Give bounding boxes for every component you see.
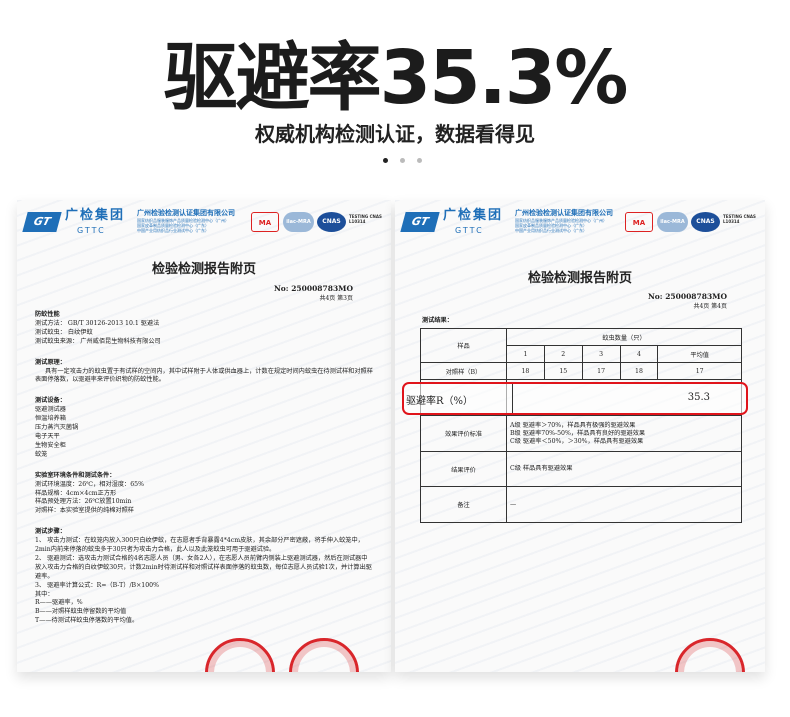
report-section: 测试步骤： 1、 攻击力测试：在蚊笼内放入300只白纹伊蚊，在志愿者手背暴露4*4…	[35, 528, 373, 626]
col-header: 4	[619, 345, 659, 363]
report-title: 检验检测报告附页	[527, 271, 632, 286]
section-heading: 防蚊性能	[35, 311, 60, 318]
section-line: 3、 驱避率计算公式：R=（B-T）/B×100%	[35, 581, 159, 589]
row-label: 效果评价标准	[420, 415, 507, 452]
row-label: 结果评价	[420, 451, 507, 487]
section-heading: 测试设备：	[35, 397, 66, 405]
section-heading: 测试原理：	[35, 358, 66, 366]
cma-mark: MA	[625, 212, 653, 232]
carousel-dot[interactable]	[417, 158, 422, 163]
cell: 18	[506, 362, 545, 380]
carousel-dot[interactable]	[400, 158, 405, 163]
brand-en: GTTC	[77, 226, 106, 235]
ilac-mra-mark: ilac-MRA	[283, 212, 314, 232]
report-section: 防蚊性能 测试方法： GB/T 30126-2013 10.1 驱避法 测试蚊虫： …	[35, 311, 373, 347]
report-title: 检验检测报告附页	[151, 262, 256, 277]
carousel-dot[interactable]	[383, 158, 388, 163]
col-header: 1	[506, 345, 545, 363]
col-header: 平均值	[657, 345, 742, 363]
report-body: 防蚊性能 测试方法： GB/T 30126-2013 10.1 驱避法 测试蚊虫： …	[35, 311, 373, 638]
hero-title: 驱避率35.3%	[163, 35, 629, 121]
section-line: 1、 攻击力测试：在蚊笼内放入300只白纹伊蚊，在志愿者手背暴露4*4cm皮肤，…	[35, 537, 364, 554]
report-page-3: GT 广检集团 GTTC 广州检验检测认证集团有限公司 国家纺织品服装服饰产品质…	[17, 200, 391, 672]
section-line: 样品预处理方法：26℃放置10min	[35, 498, 132, 506]
section-line: 具有一定攻击力的蚊虫置于有试样的空间内，其中试样附于人体或供血器上，计数在规定时…	[35, 367, 373, 384]
cnas-mark: CNAS	[691, 212, 720, 232]
count-header: 蚊虫数量（只）	[506, 328, 742, 346]
row-label: 对照样（B）	[420, 362, 507, 380]
section-line: 测试蚊虫来源： 广州威佰昆生物科技有限公司	[35, 337, 161, 345]
official-stamp	[289, 638, 359, 672]
section-line: 压力蒸汽灭菌锅	[35, 424, 79, 432]
report-header: GT 广检集团 GTTC 广州检验检测认证集团有限公司 国家纺织品服装服饰产品质…	[22, 208, 383, 238]
cma-mark: MA	[251, 212, 279, 232]
criteria-row: 效果评价标准 A级 驱避率＞70%，样品具有极强的驱避效果 B级 驱避率70%-50…	[420, 415, 742, 452]
row-label: 备注	[420, 486, 507, 523]
cell: —	[506, 486, 742, 523]
section-line: 对照样：本实验室提供的纯棉对照样	[35, 507, 134, 515]
ilac-mra-mark: ilac-MRA	[657, 212, 688, 232]
section-line: 测试环境温度：26℃，相对湿度：65%	[35, 480, 144, 488]
gttc-logo: GT	[400, 212, 440, 232]
hero-subtitle: 权威机构检测认证，数据看得见	[255, 122, 535, 146]
results-table: 样品 蚊虫数量（只） 1 2 3 4 平均值 对照样（B） 18 15 17 18 17 效果评价标…	[420, 328, 742, 523]
cell: C级 样品具有驱避效果	[506, 451, 742, 487]
report-page-4: GT 广检集团 GTTC 广州检验检测认证集团有限公司 国家纺织品服装服饰产品质…	[395, 200, 765, 672]
rate-value: 35.3	[687, 392, 710, 403]
section-line: 生物安全柜	[35, 441, 66, 449]
remark-row: 备注 —	[420, 486, 742, 523]
official-stamp	[205, 638, 275, 672]
brand-name: 广检集团	[65, 208, 126, 223]
section-heading: 测试步骤：	[35, 528, 66, 536]
result-row: 结果评价 C级 样品具有驱避效果	[420, 451, 742, 487]
cnas-mark: CNAS	[317, 212, 346, 232]
cnas-number: TESTING CNAS L10314	[723, 214, 756, 224]
org-name: 广州检验检测认证集团有限公司 国家纺织品服装服饰产品质量检验检测中心（广州） 国家…	[515, 209, 613, 233]
section-line: B——对照样蚊虫停留数的平均值	[35, 608, 127, 616]
repellent-rate-highlight: 驱避率R（%） 35.3	[402, 382, 748, 415]
cell: 17	[657, 362, 742, 380]
col-header: 2	[543, 345, 583, 363]
section-line: 电子天平	[35, 432, 60, 440]
report-number: No: 250008783MO 共4页 第3页	[273, 284, 353, 302]
section-line: R——驱避率，%	[35, 599, 83, 607]
org-name: 广州检验检测认证集团有限公司 国家纺织品服装服饰产品质量检验检测中心（广州） 国家…	[137, 209, 235, 233]
section-line: 其中：	[35, 590, 54, 598]
report-section: 测试原理： 具有一定攻击力的蚊虫置于有试样的空间内，其中试样附于人体或供血器上，计…	[35, 359, 373, 386]
cell: 18	[619, 362, 659, 380]
section-line: 恒温培养箱	[35, 415, 66, 423]
cnas-number: TESTING CNAS L10314	[349, 214, 382, 224]
section-heading: 实验室环境条件和测试条件：	[35, 471, 116, 479]
report-section: 实验室环境条件和测试条件： 测试环境温度：26℃，相对湿度：65% 样品规格：4cm…	[35, 472, 373, 517]
cell: 15	[543, 362, 583, 380]
section-line: 测试方法： GB/T 30126-2013 10.1 驱避法	[35, 319, 160, 327]
control-row: 对照样（B） 18 15 17 18 17	[420, 362, 742, 380]
cell: 17	[581, 362, 621, 380]
rate-label: 驱避率R（%）	[406, 396, 474, 407]
report-section: 测试设备： 驱避测试器 恒温培养箱 压力蒸汽灭菌锅 电子天平 生物安全柜 蚊笼	[35, 397, 373, 459]
section-line: 样品规格：4cm×4cm正方形	[35, 489, 117, 497]
gttc-logo: GT	[22, 212, 62, 232]
cell: A级 驱避率＞70%，样品具有极强的驱避效果 B级 驱避率70%-50%，样品具有…	[506, 415, 742, 452]
brand-name: 广检集团	[443, 208, 504, 223]
brand-en: GTTC	[455, 226, 484, 235]
carousel-dots[interactable]	[383, 158, 422, 163]
results-heading: 测试结果：	[422, 317, 453, 324]
sample-header: 样品	[420, 328, 507, 363]
official-stamp	[675, 638, 745, 672]
col-header: 3	[581, 345, 621, 363]
section-line: 驱避测试器	[35, 406, 66, 414]
section-line: T——待测试样蚊虫停落数的平均值。	[35, 617, 139, 625]
report-header: GT 广检集团 GTTC 广州检验检测认证集团有限公司 国家纺织品服装服饰产品质…	[400, 208, 757, 238]
report-number: No: 250008783MO 共4页 第4页	[647, 292, 727, 310]
section-line: 测试蚊虫： 白纹伊蚊	[35, 328, 93, 336]
section-line: 蚊笼	[35, 450, 48, 458]
section-line: 2、 驱避测试：选攻击力测试合格的4名志愿人员（男、女各2人），在志愿人员前臂内…	[35, 554, 372, 580]
